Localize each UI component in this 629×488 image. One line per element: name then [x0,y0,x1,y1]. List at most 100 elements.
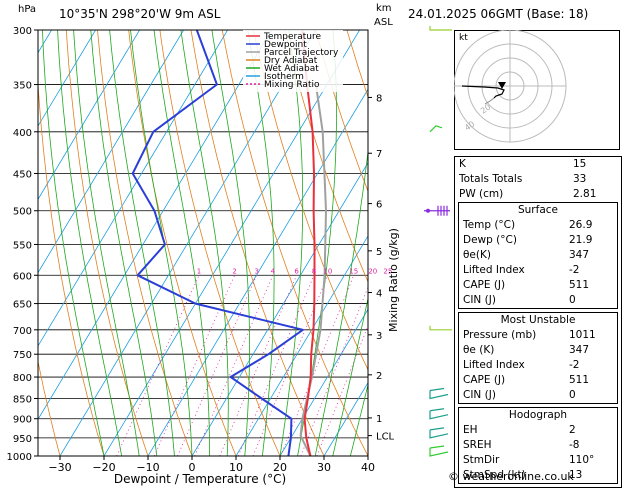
wind-barb [430,411,448,419]
pressure-label: 650 [13,300,32,311]
pressure-label: 950 [13,434,32,445]
mixing-ratio-label: 10 [323,267,332,275]
mu-row: CAPE (J)511 [459,373,617,388]
index-row: PW (cm)2.81 [455,187,621,202]
wet-adiabat-line [280,30,303,456]
x-tick-label: 40 [361,461,375,474]
pressure-label: 800 [13,373,32,384]
pressure-label: 400 [13,128,32,139]
mixing-ratio-line [195,275,273,456]
surface-row: Temp (°C)26.9 [459,218,617,233]
hodo-row: SREH-8 [459,438,617,453]
km-label: 4 [376,289,382,300]
isotherm-line [60,30,316,456]
most-unstable-section: Most Unstable Pressure (mb)1011 θe (K)34… [458,312,618,404]
temperature-line [302,30,314,456]
surface-row: CIN (J)0 [459,293,617,308]
dry-adiabat-line [191,30,324,456]
pressure-label: 550 [13,240,32,251]
surface-title: Surface [459,203,617,218]
km-label: 7 [376,149,382,160]
mixing-ratio-label: 1 [197,267,201,275]
mu-row: θe (K)347 [459,343,617,358]
mixing-ratio-line [178,275,257,456]
mixing-ratio-line [317,275,388,456]
wet-adiabat-line [333,30,416,456]
isotherm-line [0,30,228,456]
mu-row: CIN (J)0 [459,388,617,403]
mixing-ratio-label: 4 [271,267,276,275]
km-label: 2 [376,371,382,382]
wind-barb [430,390,448,398]
surface-row: CAPE (J)511 [459,278,617,293]
km-label: 3 [376,331,382,342]
mixing-ratio-label: 20 [368,267,377,275]
km-label: LCL [376,432,395,443]
x-tick-label: −30 [48,461,71,474]
wind-barb [430,430,448,438]
dry-adiabat-line [160,30,280,456]
x-tick-label: 30 [317,461,331,474]
wind-barb [426,209,430,213]
surface-row: θe(K)347 [459,248,617,263]
wind-barb [430,446,444,448]
wind-barb [430,26,452,30]
km-label: 1 [376,414,382,425]
pressure-label: 750 [13,350,32,361]
mixing-ratio-label: 3 [254,267,258,275]
pressure-label: 1000 [7,452,32,463]
wet-adiabat-line [58,30,122,456]
isotherm-line [104,30,360,456]
pressure-label: 600 [13,271,32,282]
mixing-ratio-label: 15 [349,267,358,275]
pressure-label: 850 [13,394,32,405]
pressure-label: 900 [13,415,32,426]
mixing-ratio-line [220,275,297,456]
wind-barb [430,326,452,330]
isotherm-line [16,30,272,456]
wet-adiabat-line [131,30,193,456]
wet-adiabat-line [91,30,157,456]
surface-row: Dewp (°C)21.9 [459,233,617,248]
hodograph-title: Hodograph [459,408,617,423]
isotherm-line [148,30,404,456]
x-tick-label: −20 [92,461,115,474]
footer-credit: © weatheronline.co.uk [448,470,574,483]
km-label: 5 [376,247,382,258]
pressure-label: 300 [13,26,32,37]
pressure-label: 450 [13,169,32,180]
wind-barb [430,388,444,390]
pressure-label: 700 [13,326,32,337]
surface-section: Surface Temp (°C)26.9 Dewp (°C)21.9 θe(K… [458,202,618,309]
most-unstable-title: Most Unstable [459,313,617,328]
surface-row: Lifted Index-2 [459,263,617,278]
hodograph: kt 20 40 [454,30,620,150]
wind-barb [430,428,444,430]
hodograph-kt-label: kt [459,33,468,43]
wind-barb [430,126,442,132]
pressure-label: 350 [13,81,32,92]
wet-adiabat-line [43,30,105,456]
mixing-ratio-label: 8 [312,267,316,275]
wind-barb [430,448,448,456]
legend-item: Mixing Ratio [264,80,320,90]
wet-adiabat-line [154,30,210,456]
km-label: 8 [376,93,382,104]
wind-barb [430,409,444,411]
dry-adiabat-line [35,30,104,456]
mixing-ratio-label: 6 [294,267,299,275]
mixing-ratio-label: 2 [232,267,236,275]
isotherm-line [192,30,448,456]
mu-row: Lifted Index-2 [459,358,617,373]
dry-adiabat-line [98,30,193,456]
pressure-label: 500 [13,207,32,218]
mixing-ratio-axis-label: Mixing Ratio (g/kg) [387,228,400,332]
mu-row: Pressure (mb)1011 [459,328,617,343]
isotherm-line [0,30,8,456]
km-label: 6 [376,200,382,211]
